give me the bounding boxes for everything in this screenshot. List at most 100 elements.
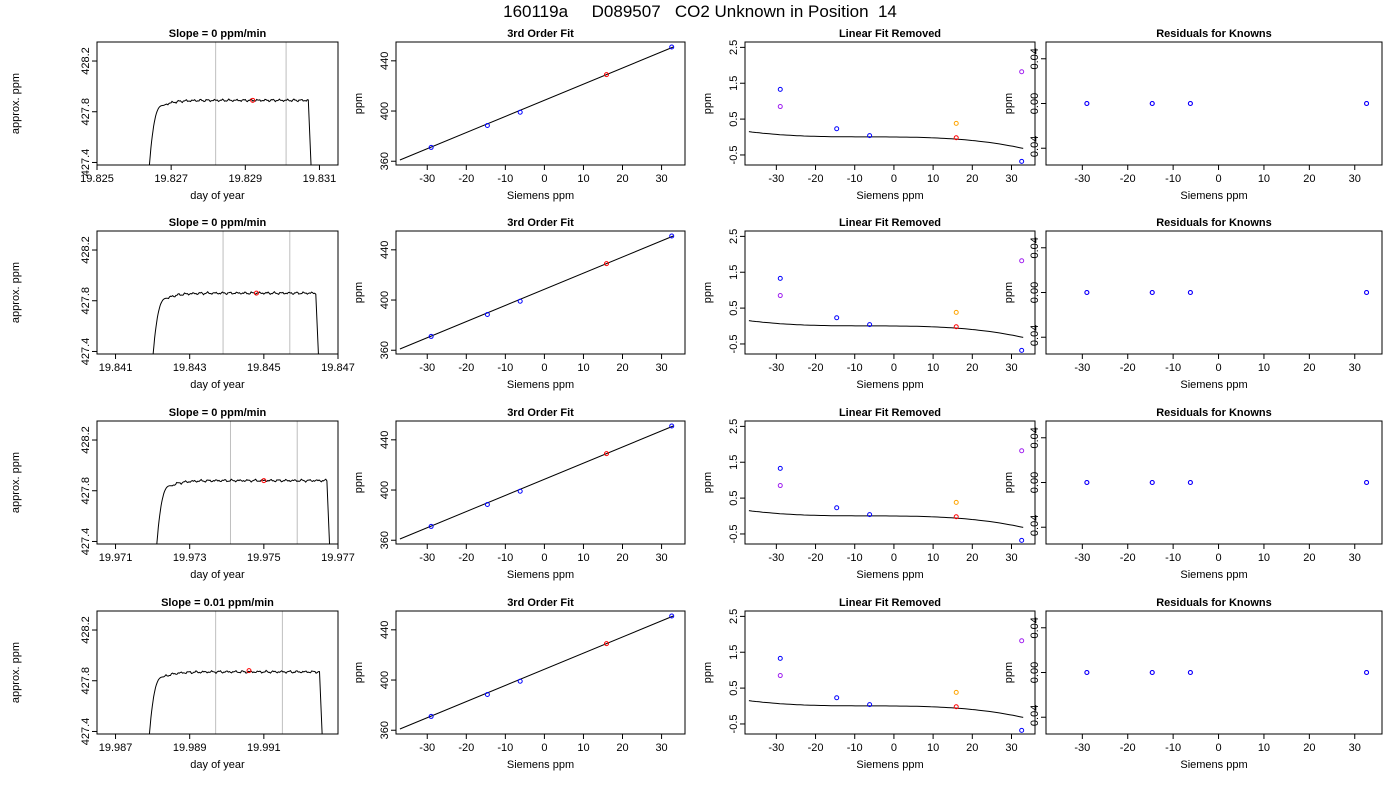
known-standard-point xyxy=(1149,101,1155,106)
x-tick-label: 20 xyxy=(616,173,628,185)
x-tick-label: 19.841 xyxy=(99,362,133,374)
x-tick-label: 10 xyxy=(927,362,939,374)
ppm-trace-line xyxy=(148,98,312,165)
known-standard-point xyxy=(428,144,434,150)
x-tick-label: 19.989 xyxy=(173,742,207,754)
x-axis-label: Siemens ppm xyxy=(507,190,574,202)
x-axis-label: Siemens ppm xyxy=(1180,379,1247,391)
known-standard-point xyxy=(1084,480,1090,485)
known-standard-point xyxy=(1019,158,1025,164)
raw-known-point xyxy=(777,483,783,489)
panel-title: 3rd Order Fit xyxy=(507,28,574,40)
x-tick-label: 30 xyxy=(655,362,667,374)
unknown-sample-point xyxy=(250,97,256,103)
ppm-trace-line xyxy=(156,478,331,544)
x-tick-label: -10 xyxy=(847,552,863,564)
panel-r2-c1: 3rd Order Fit -30 -20 -10 0 10 20 30 360 400 440 Si… xyxy=(353,407,686,581)
y-tick-label: -0.5 xyxy=(728,334,740,353)
known-standard-point xyxy=(1084,670,1090,675)
unknown-sample-point xyxy=(246,668,252,674)
x-tick-label: -20 xyxy=(458,173,474,185)
plot-frame xyxy=(744,41,1036,166)
unknown-sample-point xyxy=(604,641,610,647)
y-tick-label: 360 xyxy=(379,152,391,170)
panel-r3-c3: Residuals for Knowns -30 -20 -10 0 10 20 30 -0.0… xyxy=(1003,597,1383,771)
x-axis-label: Siemens ppm xyxy=(1180,759,1247,771)
y-tick-label: -0.5 xyxy=(728,524,740,543)
y-axis-label: approx. ppm xyxy=(10,73,22,134)
x-tick-label: 10 xyxy=(1258,552,1270,564)
y-axis-label: ppm xyxy=(1003,662,1015,683)
panel-r0-c1: 3rd Order Fit -30 -20 -10 0 10 20 30 360 400 440 Si… xyxy=(353,28,686,202)
y-tick-label: 2.5 xyxy=(728,40,740,55)
unknown-sample-point xyxy=(953,135,959,141)
known-standard-point xyxy=(484,122,490,128)
x-tick-label: 30 xyxy=(1349,173,1361,185)
x-tick-label: 19.973 xyxy=(173,552,207,564)
panel-r2-c0: Slope = 0 ppm/min 19.971 19.973 19.975 19.97… xyxy=(10,407,355,581)
y-tick-label: -0.04 xyxy=(1029,325,1041,350)
x-tick-label: -10 xyxy=(847,362,863,374)
panel-title: Slope = 0.01 ppm/min xyxy=(161,597,274,609)
plot-area xyxy=(1084,290,1370,295)
y-axis-label: ppm xyxy=(1003,472,1015,493)
x-tick-label: -30 xyxy=(1074,362,1090,374)
known-standard-point xyxy=(517,298,523,304)
ppm-trace-line xyxy=(152,290,319,354)
x-axis-label: Siemens ppm xyxy=(507,569,574,581)
y-tick-label: 427.8 xyxy=(80,287,92,315)
x-tick-label: 30 xyxy=(655,742,667,754)
y-tick-label: 1.5 xyxy=(728,265,740,280)
panel-r3-c1: 3rd Order Fit -30 -20 -10 0 10 20 30 360 400 440 Si… xyxy=(353,597,686,771)
y-tick-label: 427.4 xyxy=(80,718,92,746)
x-tick-label: 10 xyxy=(577,742,589,754)
y-axis-label: ppm xyxy=(353,662,365,683)
known-standard-point xyxy=(1019,537,1025,543)
plot-area xyxy=(748,258,1025,353)
y-tick-label: 427.4 xyxy=(80,149,92,177)
y-tick-label: 0.04 xyxy=(1029,617,1041,638)
x-tick-label: -10 xyxy=(497,173,513,185)
y-axis-label: ppm xyxy=(702,662,714,683)
y-tick-label: 428.2 xyxy=(80,616,92,644)
panel-r1-c0: Slope = 0 ppm/min 19.841 19.843 19.845 19.84… xyxy=(10,217,355,391)
y-tick-label: 427.4 xyxy=(80,528,92,556)
y-tick-label: 0.00 xyxy=(1029,662,1041,683)
y-tick-label: 0.5 xyxy=(728,680,740,695)
x-axis-label: Siemens ppm xyxy=(856,379,923,391)
y-tick-label: 2.5 xyxy=(728,419,740,434)
y-tick-label: 0.00 xyxy=(1029,93,1041,114)
y-tick-label: 400 xyxy=(379,291,391,309)
plot-frame xyxy=(96,420,339,545)
plot-frame xyxy=(744,420,1036,545)
y-tick-label: -0.04 xyxy=(1029,136,1041,161)
known-standard-point xyxy=(777,465,783,471)
x-axis-label: Siemens ppm xyxy=(1180,190,1247,202)
x-axis-label: Siemens ppm xyxy=(856,190,923,202)
x-tick-label: -30 xyxy=(419,362,435,374)
x-tick-label: 20 xyxy=(616,362,628,374)
known-standard-point xyxy=(1364,480,1370,485)
panel-title: Residuals for Knowns xyxy=(1156,407,1272,419)
plot-area xyxy=(1084,670,1370,675)
y-tick-label: -0.5 xyxy=(728,714,740,733)
x-tick-label: 30 xyxy=(1005,552,1017,564)
x-axis-label: day of year xyxy=(190,379,245,391)
unknown-sample-point xyxy=(953,514,959,520)
x-tick-label: 30 xyxy=(1005,742,1017,754)
raw-known-point xyxy=(1019,638,1025,644)
raw-known-point xyxy=(777,293,783,299)
x-tick-label: 19.971 xyxy=(99,552,133,564)
known-standard-point xyxy=(867,702,873,708)
x-tick-label: 19.975 xyxy=(247,552,281,564)
y-tick-label: 0.00 xyxy=(1029,472,1041,493)
x-tick-label: 20 xyxy=(966,552,978,564)
known-standard-point xyxy=(834,695,840,701)
known-standard-point xyxy=(517,678,523,684)
x-tick-label: 20 xyxy=(1303,552,1315,564)
cubic-fit-curve xyxy=(748,510,1024,528)
x-tick-label: -10 xyxy=(497,362,513,374)
x-tick-label: 20 xyxy=(966,362,978,374)
known-standard-point xyxy=(484,691,490,697)
plot-frame xyxy=(96,41,339,166)
